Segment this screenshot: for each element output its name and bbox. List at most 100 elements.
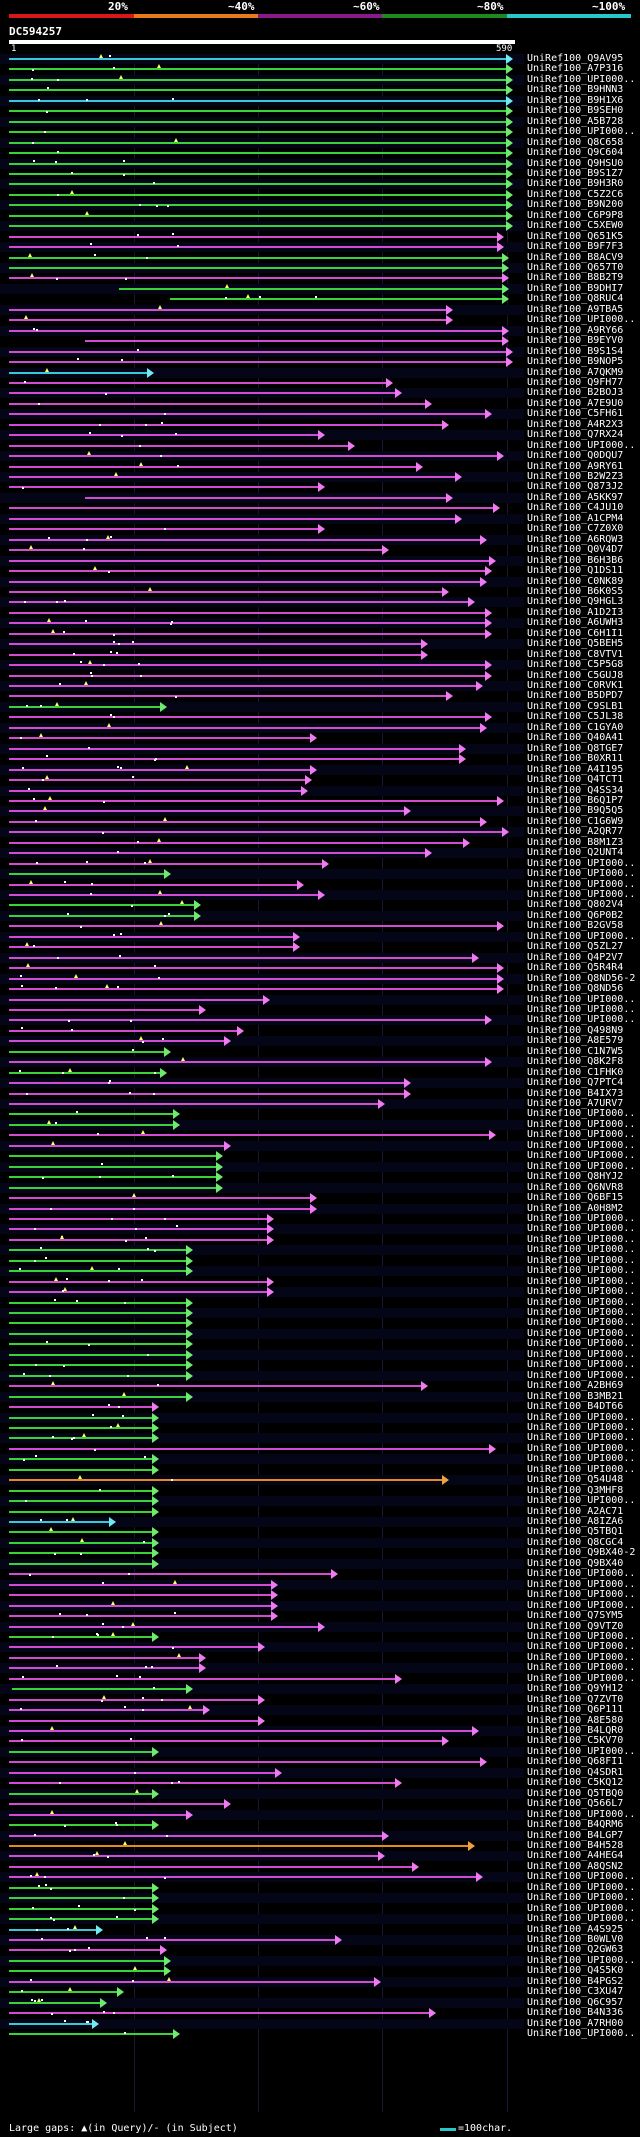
hit-alignment-line[interactable] [9, 653, 421, 656]
hit-label-link[interactable]: UniRef100_B9Q5Q5 [527, 805, 624, 817]
hit-label-link[interactable]: UniRef100_UPI000.. [527, 1307, 636, 1318]
hit-alignment-line[interactable] [9, 747, 460, 750]
hit-alignment-line[interactable] [9, 183, 506, 186]
hit-alignment-line[interactable] [9, 643, 421, 646]
hit-label-link[interactable]: UniRef100_C1G6W9 [527, 815, 624, 827]
hit-alignment-line[interactable] [9, 977, 498, 980]
hit-label-link[interactable]: UniRef100_Q4SDR1 [527, 1766, 624, 1778]
hit-alignment-line[interactable] [9, 1416, 152, 1419]
hit-label-link[interactable]: UniRef100_C1N7W5 [527, 1045, 624, 1057]
hit-label-link[interactable]: UniRef100_Q8ND56-2 [527, 972, 636, 984]
hit-label-link[interactable]: UniRef100_Q8K2F8 [527, 1056, 624, 1068]
hit-alignment-line[interactable] [9, 1615, 272, 1618]
hit-label-link[interactable]: UniRef100_Q0V4D7 [527, 544, 624, 556]
hit-label-link[interactable]: UniRef100_UPI000.. [527, 1296, 636, 1308]
hit-label-link[interactable]: UniRef100_UPI000.. [527, 1265, 636, 1277]
hit-label-link[interactable]: UniRef100_B4LGP7 [527, 1829, 624, 1841]
hit-alignment-line[interactable] [9, 1353, 186, 1356]
hit-label-link[interactable]: UniRef100_A5B728 [527, 115, 624, 127]
hit-alignment-line[interactable] [9, 799, 498, 802]
hit-label-link[interactable]: UniRef100_Q5R4R4 [527, 962, 624, 974]
hit-label-link[interactable]: UniRef100_B0XR11 [527, 753, 624, 765]
hit-label-link[interactable]: UniRef100_B2BOJ3 [527, 387, 624, 399]
hit-label-link[interactable]: UniRef100_C5JL38 [527, 711, 624, 723]
hit-label-link[interactable]: UniRef100_UPI000.. [527, 439, 636, 451]
hit-label-link[interactable]: UniRef100_B3MB21 [527, 1390, 624, 1402]
hit-label-link[interactable]: UniRef100_Q0DQU7 [527, 450, 624, 462]
hit-alignment-line[interactable] [9, 141, 506, 144]
hit-alignment-line[interactable] [9, 371, 148, 374]
hit-alignment-line[interactable] [9, 726, 481, 729]
hit-label-link[interactable]: UniRef100_UPI000.. [527, 1233, 636, 1245]
hit-label-link[interactable]: UniRef100_UPI000.. [527, 1317, 636, 1329]
hit-alignment-line[interactable] [9, 737, 310, 740]
hit-label-link[interactable]: UniRef100_Q4TCT1 [527, 774, 624, 786]
hit-label-link[interactable]: UniRef100_A4HEG4 [527, 1850, 624, 1862]
hit-label-link[interactable]: UniRef100_UPI000.. [527, 73, 636, 85]
hit-alignment-line[interactable] [9, 1740, 442, 1743]
hit-alignment-line[interactable] [9, 1249, 186, 1252]
hit-alignment-line[interactable] [9, 413, 485, 416]
hit-label-link[interactable]: UniRef100_B2GV58 [527, 920, 624, 932]
hit-label-link[interactable]: UniRef100_UPI000.. [527, 1348, 636, 1360]
hit-label-link[interactable]: UniRef100_Q9YH12 [527, 1683, 624, 1695]
hit-label-link[interactable]: UniRef100_UPI000.. [527, 1463, 636, 1475]
hit-alignment-line[interactable] [9, 988, 498, 991]
hit-alignment-line[interactable] [9, 1312, 186, 1314]
hit-label-link[interactable]: UniRef100_UPI000.. [527, 1892, 636, 1904]
hit-label-link[interactable]: UniRef100_C5GUJ8 [527, 669, 624, 681]
hit-alignment-line[interactable] [9, 1123, 173, 1126]
hit-label-link[interactable]: UniRef100_UPI000.. [527, 1139, 636, 1151]
hit-alignment-line[interactable] [9, 1238, 267, 1241]
hit-label-link[interactable]: UniRef100_A9RY66 [527, 324, 624, 336]
hit-alignment-line[interactable] [9, 1635, 152, 1638]
hit-label-link[interactable]: UniRef100_UPI000.. [527, 1327, 636, 1339]
hit-alignment-line[interactable] [9, 476, 455, 478]
hit-label-link[interactable]: UniRef100_C5FH61 [527, 408, 624, 420]
hit-label-link[interactable]: UniRef100_B5DPD7 [527, 690, 624, 702]
hit-alignment-line[interactable] [9, 1134, 489, 1137]
hit-alignment-line[interactable] [9, 350, 506, 353]
hit-alignment-line[interactable] [9, 1500, 152, 1503]
hit-alignment-line[interactable] [9, 601, 468, 604]
hit-label-link[interactable]: UniRef100_Q2UNT4 [527, 847, 624, 859]
hit-label-link[interactable]: UniRef100_C5Z2C6 [527, 188, 624, 200]
hit-label-link[interactable]: UniRef100_C1FHK0 [527, 1066, 624, 1078]
hit-label-link[interactable]: UniRef100_UPI000.. [527, 1630, 636, 1642]
hit-alignment-line[interactable] [9, 517, 455, 520]
hit-alignment-line[interactable] [9, 1604, 272, 1607]
hit-label-link[interactable]: UniRef100_Q873J2 [527, 481, 624, 493]
hit-label-link[interactable]: UniRef100_C5P5G8 [527, 659, 624, 671]
hit-label-link[interactable]: UniRef100_B9S1S4 [527, 345, 624, 357]
hit-alignment-line[interactable] [9, 1782, 395, 1785]
hit-label-link[interactable]: UniRef100_B4QRM6 [527, 1819, 624, 1831]
hit-label-link[interactable]: UniRef100_B9H1X6 [527, 94, 624, 106]
hit-label-link[interactable]: UniRef100_A0H8M2 [527, 1202, 624, 1214]
hit-alignment-line[interactable] [9, 1176, 216, 1179]
hit-alignment-line[interactable] [9, 1918, 152, 1921]
hit-label-link[interactable]: UniRef100_Q566L7 [527, 1798, 624, 1810]
hit-label-link[interactable]: UniRef100_Q8HYJ2 [527, 1171, 624, 1183]
hit-alignment-line[interactable] [9, 1844, 468, 1847]
hit-alignment-line[interactable] [9, 1531, 152, 1534]
hit-label-link[interactable]: UniRef100_B4H528 [527, 1839, 624, 1851]
hit-label-link[interactable]: UniRef100_UPI000.. [527, 1589, 636, 1601]
hit-alignment-line[interactable] [9, 685, 477, 687]
hit-label-link[interactable]: UniRef100_B6Q1P7 [527, 794, 624, 806]
hit-label-link[interactable]: UniRef100_Q8C658 [527, 136, 624, 148]
hit-label-link[interactable]: UniRef100_UPI000.. [527, 1902, 636, 1914]
hit-label-link[interactable]: UniRef100_C5KQ12 [527, 1777, 624, 1789]
hit-alignment-line[interactable] [9, 277, 502, 280]
hit-alignment-line[interactable] [9, 820, 481, 823]
hit-alignment-line[interactable] [9, 172, 506, 175]
hit-alignment-line[interactable] [9, 852, 425, 855]
hit-alignment-line[interactable] [9, 946, 293, 949]
hit-alignment-line[interactable] [9, 1374, 186, 1377]
hit-alignment-line[interactable] [9, 235, 498, 238]
hit-alignment-line[interactable] [9, 120, 506, 123]
hit-alignment-line[interactable] [9, 1008, 199, 1011]
hit-alignment-line[interactable] [170, 298, 502, 301]
hit-label-link[interactable]: UniRef100_A7E9U0 [527, 397, 624, 409]
hit-alignment-line[interactable] [9, 1980, 374, 1983]
hit-label-link[interactable]: UniRef100_UPI000.. [527, 1453, 636, 1465]
